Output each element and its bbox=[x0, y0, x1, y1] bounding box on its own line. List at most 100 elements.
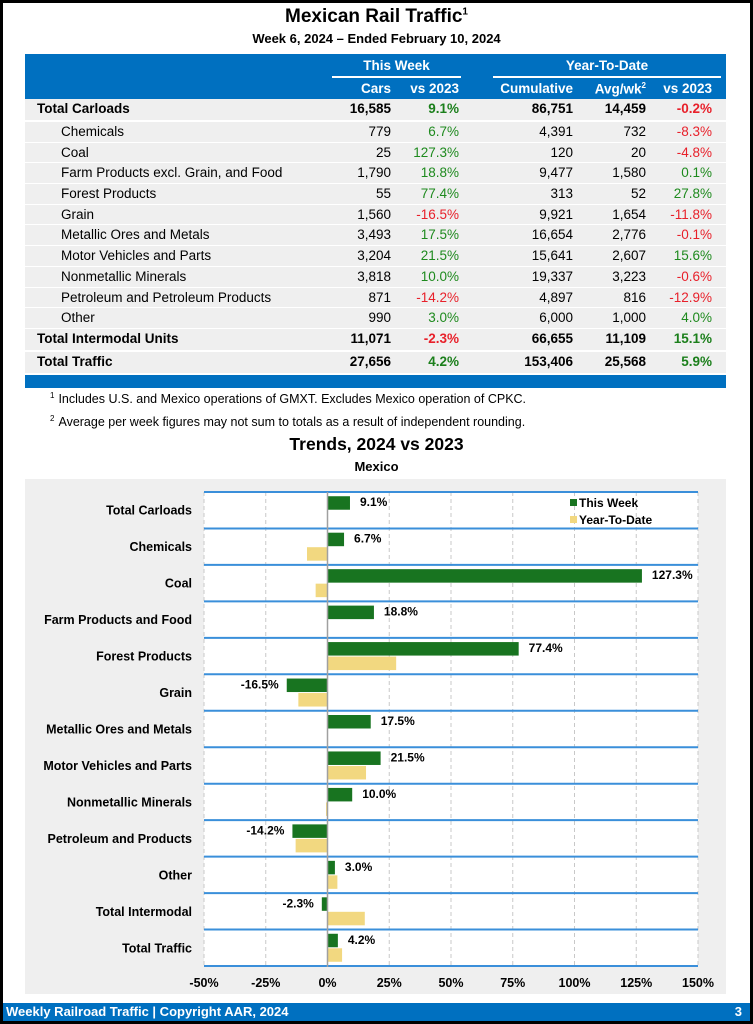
category-label: Grain bbox=[159, 686, 192, 700]
data-label: 4.2% bbox=[348, 933, 376, 947]
bar-this-week bbox=[327, 605, 374, 620]
footnotes: 1 Includes U.S. and Mexico operations of … bbox=[50, 386, 526, 432]
bar-this-week bbox=[321, 897, 328, 911]
x-tick-label: -50% bbox=[189, 976, 218, 990]
cell-avg: 2,776 bbox=[612, 227, 646, 243]
group-this-week-underline bbox=[332, 76, 461, 78]
row-label: Metallic Ores and Metals bbox=[61, 227, 210, 243]
footnote-2: 2 Average per week figures may not sum to… bbox=[50, 409, 526, 432]
data-label: 10.0% bbox=[362, 787, 396, 801]
footer-copyright: Weekly Railroad Traffic | Copyright AAR,… bbox=[6, 1004, 289, 1019]
cell-cars: 3,818 bbox=[357, 268, 391, 284]
group-ytd: Year-To-Date bbox=[565, 58, 649, 73]
cell-cum: 66,655 bbox=[531, 330, 573, 346]
row-label: Forest Products bbox=[61, 186, 157, 202]
cell-tw-vs: 17.5% bbox=[420, 227, 459, 243]
bar-this-week bbox=[327, 532, 345, 547]
cell-tw-vs: -2.3% bbox=[423, 330, 459, 346]
table-row: Chemicals 779 6.7% 4,391 732 -8.3% bbox=[25, 122, 726, 143]
cell-tw-vs: 4.2% bbox=[428, 353, 459, 369]
bar-year-to-date bbox=[315, 583, 328, 598]
bar-this-week bbox=[286, 678, 328, 693]
cell-avg: 732 bbox=[623, 124, 646, 139]
legend-label-this-week: This Week bbox=[579, 496, 638, 510]
col-tw-vs: vs 2023 bbox=[410, 81, 459, 96]
cell-cars: 3,493 bbox=[357, 227, 391, 243]
data-label: -14.2% bbox=[246, 823, 284, 837]
cell-cum: 9,921 bbox=[539, 206, 573, 222]
table-row: Petroleum and Petroleum Products 871 -14.2… bbox=[25, 287, 726, 309]
bar-this-week bbox=[327, 642, 519, 656]
cell-cum: 153,406 bbox=[524, 353, 573, 369]
cell-ytd-vs: -0.2% bbox=[676, 101, 712, 116]
bar-year-to-date bbox=[327, 765, 367, 780]
cell-ytd-vs: 15.6% bbox=[673, 248, 712, 264]
data-label: 6.7% bbox=[354, 532, 382, 546]
cell-cars: 779 bbox=[368, 124, 391, 139]
cell-tw-vs: 77.4% bbox=[420, 186, 459, 202]
group-ytd-underline bbox=[493, 76, 721, 78]
cell-tw-vs: 18.8% bbox=[420, 165, 459, 181]
cell-ytd-vs: 4.0% bbox=[681, 310, 712, 326]
cell-ytd-vs: -0.1% bbox=[676, 227, 712, 243]
col-ytd-vs: vs 2023 bbox=[663, 81, 712, 96]
col-avg: Avg/wk2 bbox=[580, 81, 646, 97]
category-label: Chemicals bbox=[129, 540, 192, 554]
table-row: Total Traffic 27,656 4.2% 153,406 25,568 5.9% bbox=[25, 351, 726, 375]
cell-tw-vs: -16.5% bbox=[416, 206, 459, 222]
table-row: Metallic Ores and Metals 3,493 17.5% 16,654… bbox=[25, 225, 726, 247]
cell-avg: 1,000 bbox=[612, 310, 646, 326]
footnote-2-mark: 2 bbox=[50, 414, 55, 424]
data-label: -16.5% bbox=[241, 678, 279, 692]
row-label: Total Traffic bbox=[37, 353, 113, 369]
cell-cum: 313 bbox=[550, 186, 573, 202]
bar-year-to-date bbox=[327, 911, 365, 926]
data-label: 9.1% bbox=[360, 495, 388, 509]
chart-title: Trends, 2024 vs 2023 bbox=[289, 434, 464, 454]
category-label: Total Traffic bbox=[122, 941, 192, 955]
cell-ytd-vs: 27.8% bbox=[673, 186, 712, 202]
category-label: Other bbox=[159, 868, 192, 882]
cell-cars: 1,560 bbox=[357, 206, 391, 222]
x-tick-label: 0% bbox=[318, 976, 336, 990]
legend-swatch-this-week bbox=[570, 499, 577, 506]
cell-tw-vs: 3.0% bbox=[428, 310, 459, 326]
title-footnote-mark: 1 bbox=[462, 6, 468, 18]
cell-cars: 11,071 bbox=[350, 330, 391, 346]
category-label: Coal bbox=[165, 577, 192, 591]
cell-cars: 27,656 bbox=[349, 353, 391, 369]
category-label: Forest Products bbox=[96, 650, 192, 664]
category-label: Motor Vehicles and Parts bbox=[43, 759, 192, 773]
bar-this-week bbox=[327, 715, 371, 729]
x-tick-label: 50% bbox=[438, 976, 463, 990]
cell-cum: 120 bbox=[550, 144, 573, 160]
table-header: This Week Year-To-Date Cars vs 2023 Cumu… bbox=[25, 54, 726, 99]
table-row: Farm Products excl. Grain, and Food 1,790… bbox=[25, 163, 726, 185]
cell-ytd-vs: -12.9% bbox=[669, 289, 712, 305]
cell-cars: 990 bbox=[368, 310, 391, 326]
cell-cum: 6,000 bbox=[539, 310, 573, 326]
row-label: Farm Products excl. Grain, and Food bbox=[61, 165, 283, 181]
x-tick-label: 75% bbox=[500, 976, 525, 990]
bar-this-week bbox=[327, 569, 642, 583]
footnote-1-text: Includes U.S. and Mexico operations of G… bbox=[58, 392, 527, 407]
data-label: -2.3% bbox=[282, 896, 314, 910]
page-number: 3 bbox=[734, 1004, 742, 1019]
data-label: 17.5% bbox=[381, 714, 415, 728]
footnote-1-mark: 1 bbox=[50, 391, 55, 400]
row-label: Total Carloads bbox=[37, 101, 130, 116]
page-footer: Weekly Railroad Traffic | Copyright AAR,… bbox=[3, 1003, 750, 1021]
chart-subtitle: Mexico bbox=[354, 459, 399, 474]
bar-this-week bbox=[327, 496, 350, 510]
cell-ytd-vs: 0.1% bbox=[681, 165, 712, 181]
table-row: Total Carloads 16,585 9.1% 86,751 14,459 -0.2… bbox=[25, 99, 726, 122]
bar-this-week bbox=[327, 787, 353, 802]
legend-label-ytd: Year-To-Date bbox=[579, 513, 652, 527]
group-this-week: This Week bbox=[363, 58, 430, 73]
row-label: Nonmetallic Minerals bbox=[61, 268, 187, 284]
col-cumulative: Cumulative bbox=[500, 81, 573, 96]
category-label: Nonmetallic Minerals bbox=[67, 795, 192, 809]
row-label: Total Intermodal Units bbox=[37, 330, 179, 346]
bar-this-week bbox=[292, 824, 328, 838]
cell-ytd-vs: -4.8% bbox=[676, 144, 712, 160]
